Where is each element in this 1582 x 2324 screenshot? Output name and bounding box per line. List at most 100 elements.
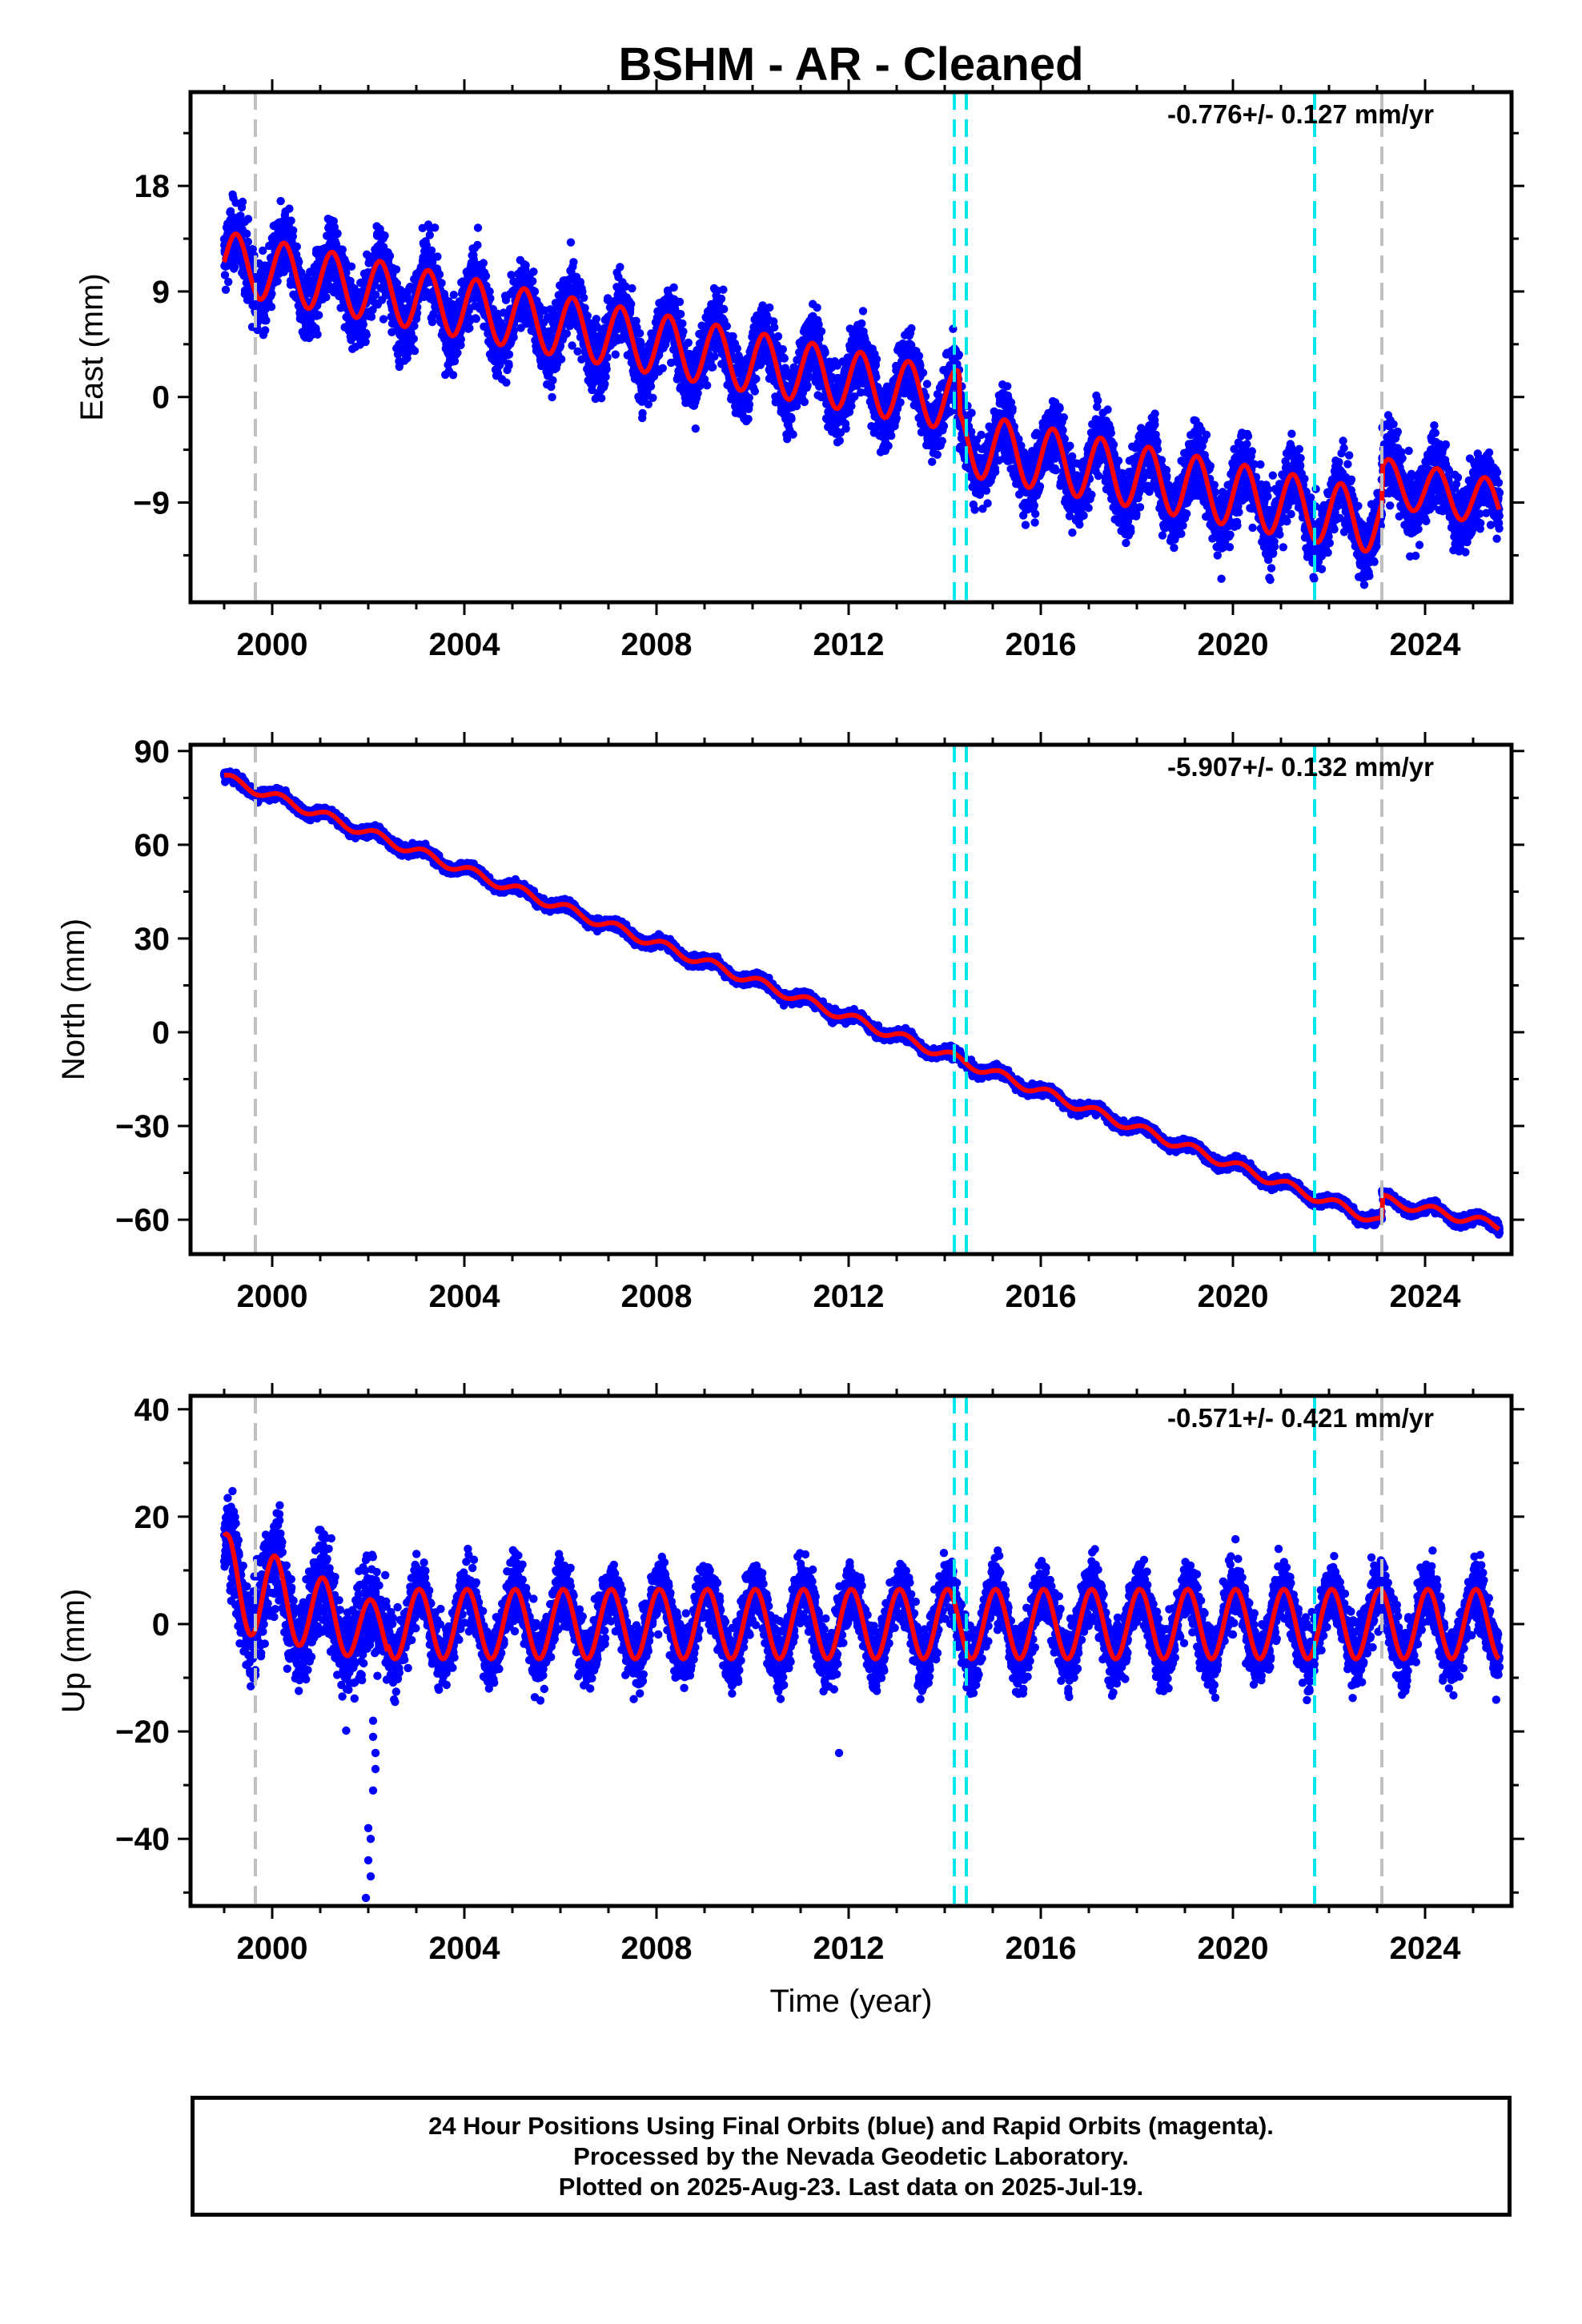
data-point (221, 285, 231, 294)
data-point (602, 364, 611, 374)
data-point (502, 378, 511, 387)
data-point (433, 252, 442, 261)
data-point (243, 215, 253, 223)
data-point (473, 240, 482, 250)
data-point (453, 348, 462, 357)
data-point (261, 326, 270, 335)
data-point (472, 314, 480, 324)
data-point (684, 338, 693, 348)
data-point (691, 424, 700, 433)
data-point (789, 430, 797, 439)
data-point (857, 319, 866, 328)
data-point (456, 335, 465, 344)
data-point (248, 244, 257, 254)
data-point (481, 271, 491, 280)
data-point (884, 441, 893, 450)
data-point (800, 397, 809, 407)
data-point (230, 263, 239, 271)
data-point (243, 229, 251, 239)
data-point (437, 279, 446, 287)
data-point (379, 315, 388, 324)
data-point (918, 368, 928, 377)
data-point (313, 330, 322, 339)
data-point (709, 363, 717, 372)
data-point (835, 436, 845, 445)
data-point (273, 277, 282, 286)
data-point (892, 413, 901, 423)
data-point (675, 297, 685, 307)
data-point (362, 331, 371, 340)
data-point (841, 424, 850, 433)
data-point (530, 287, 540, 296)
data-point (409, 334, 418, 344)
data-point (359, 320, 367, 329)
data-point (380, 231, 389, 240)
data-point (238, 197, 247, 207)
data-point (276, 196, 285, 206)
data-point (982, 486, 991, 495)
data-point (557, 355, 566, 364)
data-point (765, 303, 774, 312)
data-point (967, 408, 976, 417)
data-point (288, 231, 297, 241)
data-point (504, 350, 514, 359)
data-point (922, 380, 932, 388)
chart-title: BSHM - AR - Cleaned (618, 38, 1083, 90)
data-point (938, 436, 947, 445)
data-point (750, 387, 759, 396)
data-point (580, 304, 589, 312)
data-point (548, 392, 556, 402)
data-point (778, 345, 787, 354)
data-point (744, 415, 753, 424)
data-point (385, 251, 395, 260)
data-point (392, 279, 401, 288)
data-point (347, 262, 356, 271)
data-point (1003, 382, 1012, 391)
data-point (322, 292, 331, 302)
data-point (548, 376, 557, 385)
data-point (528, 276, 537, 286)
data-point (569, 258, 578, 267)
data-point (627, 300, 636, 308)
data-point (464, 306, 473, 315)
data-point (719, 285, 728, 294)
data-point (521, 261, 530, 270)
data-point (928, 457, 937, 466)
data-point (677, 310, 685, 319)
data-point (295, 258, 303, 267)
data-point (479, 259, 488, 267)
data-point (638, 408, 647, 418)
data-point (939, 421, 949, 431)
data-point (817, 327, 826, 336)
data-point (259, 246, 267, 255)
data-point (583, 312, 592, 320)
data-point (787, 415, 796, 424)
data-point (220, 271, 230, 279)
data-point (592, 315, 600, 324)
data-point (1008, 404, 1017, 413)
data-point (573, 347, 582, 356)
data-point (562, 329, 571, 338)
data-point (231, 199, 240, 207)
data-point (580, 293, 588, 302)
data-point (733, 344, 741, 353)
data-point (679, 327, 688, 336)
data-point (977, 430, 986, 440)
data-point (597, 394, 606, 403)
data-point (425, 231, 434, 239)
data-point (611, 350, 620, 359)
data-point (410, 347, 420, 356)
data-point (780, 354, 789, 363)
data-point (267, 289, 276, 298)
data-point (566, 238, 576, 247)
data-point (253, 325, 262, 335)
data-point (628, 283, 636, 293)
data-point (371, 290, 380, 300)
data-point (636, 339, 645, 348)
data-point (333, 229, 342, 238)
data-point (236, 211, 245, 220)
data-point (636, 329, 644, 338)
data-point (391, 265, 401, 274)
